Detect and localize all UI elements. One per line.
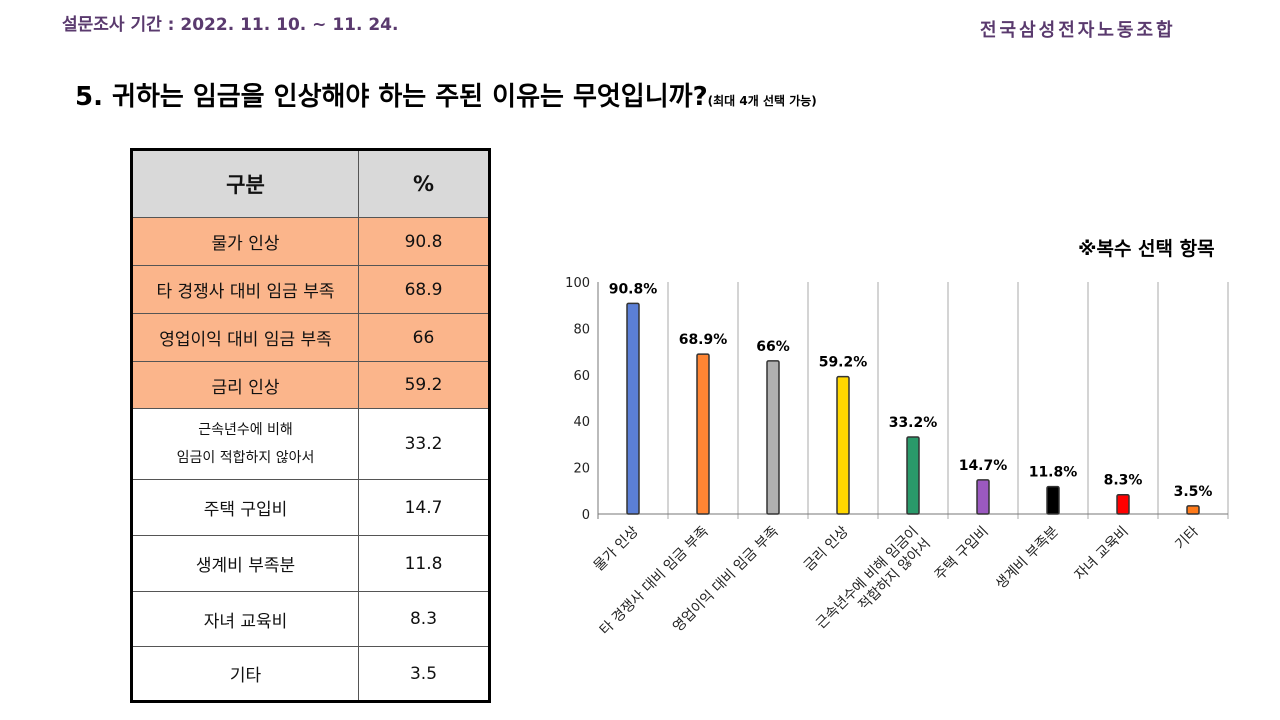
row-value: 90.8 — [358, 217, 490, 266]
bar — [976, 479, 990, 515]
x-tick-label: 물가 인상 — [591, 523, 642, 574]
bar — [1116, 493, 1130, 515]
table-row: 물가 인상 90.8 — [131, 217, 490, 266]
table-row: 주택 구입비 14.7 — [131, 479, 490, 536]
bar — [696, 353, 710, 515]
row-label: 주택 구입비 — [131, 479, 359, 536]
row-value: 68.9 — [358, 265, 490, 314]
bar — [1046, 485, 1060, 515]
row-label: 타 경쟁사 대비 임금 부족 — [131, 265, 359, 314]
row-value: 59.2 — [358, 361, 490, 409]
results-table: 구분% 물가 인상 90.8 타 경쟁사 대비 임금 부족 68.9 영업이익 대비 임금… — [130, 148, 491, 703]
bar — [906, 436, 920, 515]
table-row: 기타 3.5 — [131, 646, 490, 702]
y-tick-label: 0 — [582, 508, 590, 523]
x-tick-label: 생계비 부족분 — [993, 523, 1062, 592]
x-tick-label-line: 금리 인상 — [801, 523, 852, 574]
row-value: 11.8 — [358, 535, 490, 592]
y-tick-label: 80 — [573, 322, 590, 337]
data-label: 68.9% — [679, 332, 728, 348]
x-tick-label: 주택 구입비 — [932, 524, 992, 584]
y-tick-label: 100 — [565, 276, 590, 291]
row-value: 66 — [358, 313, 490, 362]
data-label: 66% — [756, 339, 790, 355]
bar — [626, 302, 640, 515]
x-tick-label: 금리 인상 — [801, 523, 852, 574]
row-label: 금리 인상 — [131, 361, 359, 409]
table-row: 생계비 부족분 11.8 — [131, 535, 490, 592]
row-value: 8.3 — [358, 591, 490, 647]
x-tick-label-line: 기타 — [1172, 523, 1202, 553]
data-label: 33.2% — [889, 415, 938, 431]
table-header: 구분% — [131, 149, 490, 218]
bar — [836, 375, 850, 515]
survey-period: 설문조사 기간 : 2022. 11. 10. ~ 11. 24. — [62, 15, 399, 35]
table-row: 자녀 교육비 8.3 — [131, 591, 490, 647]
data-label: 8.3% — [1104, 473, 1143, 489]
organization-name: 전국삼성전자노동조합 — [980, 20, 1176, 41]
data-label: 11.8% — [1029, 465, 1078, 481]
x-tick-label: 기타 — [1172, 523, 1202, 553]
row-label: 기타 — [131, 646, 359, 702]
row-value: 14.7 — [358, 479, 490, 536]
header-cell: 구분 — [131, 149, 359, 218]
bar — [1186, 505, 1200, 515]
x-tick-label-line: 주택 구입비 — [932, 524, 992, 584]
data-label: 3.5% — [1174, 484, 1213, 500]
question-title: 5. 귀하는 임금을 인상해야 하는 주된 이유는 무엇입니까?(최대 4개 선… — [75, 76, 817, 113]
y-tick-label: 20 — [573, 462, 590, 477]
question-note: (최대 4개 선택 가능) — [707, 94, 817, 108]
row-label: 물가 인상 — [131, 217, 359, 266]
table-row: 금리 인상 59.2 — [131, 361, 490, 409]
bar — [766, 360, 780, 515]
x-tick-label: 자녀 교육비 — [1072, 524, 1132, 584]
header-cell: % — [358, 149, 490, 218]
row-value: 3.5 — [358, 646, 490, 702]
data-label: 90.8% — [609, 281, 658, 297]
question-text: 5. 귀하는 임금을 인상해야 하는 주된 이유는 무엇입니까? — [75, 82, 708, 112]
data-label: 59.2% — [819, 355, 868, 371]
x-tick-label-line: 자녀 교육비 — [1072, 524, 1132, 584]
table-row: 타 경쟁사 대비 임금 부족 68.9 — [131, 265, 490, 314]
multi-select-note: ※복수 선택 항목 — [1078, 238, 1215, 260]
x-tick-label-line: 물가 인상 — [591, 523, 642, 574]
y-tick-label: 60 — [573, 369, 590, 384]
x-tick-label-line: 생계비 부족분 — [993, 523, 1062, 592]
y-tick-label: 40 — [573, 415, 590, 430]
data-label: 14.7% — [959, 458, 1008, 474]
